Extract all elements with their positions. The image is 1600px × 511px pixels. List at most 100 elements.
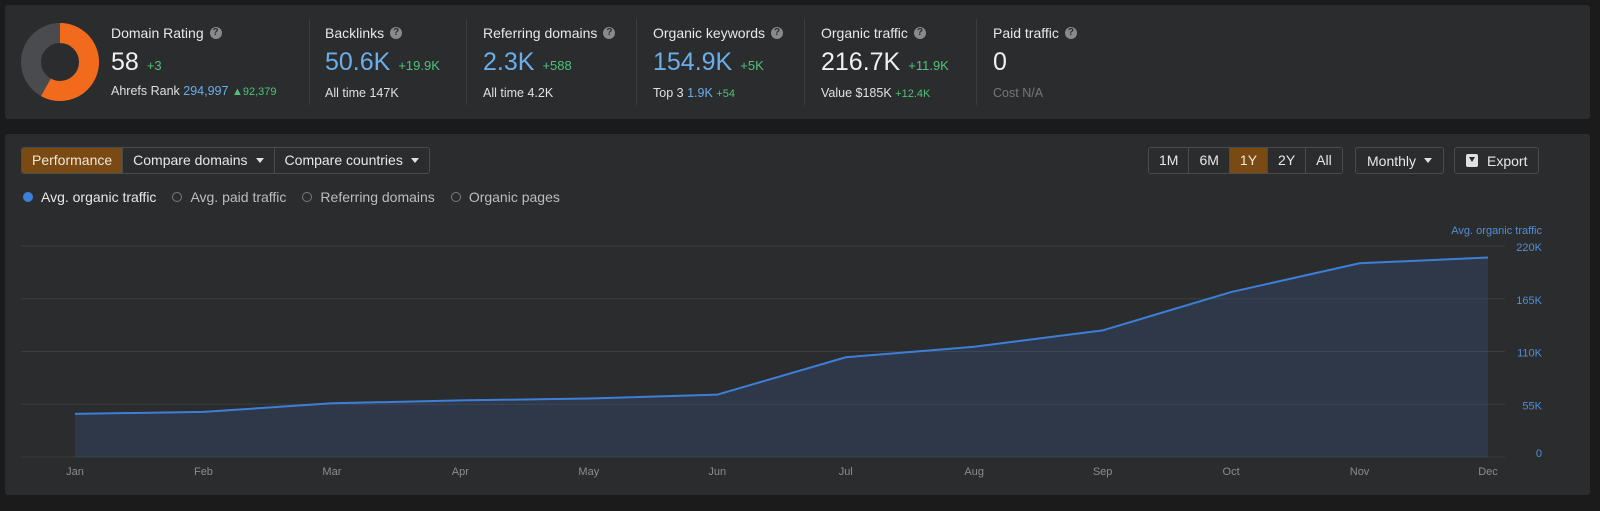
help-icon[interactable]: ? <box>603 27 616 39</box>
data-point <box>1358 261 1362 265</box>
legend-organic-pages[interactable]: Organic pages <box>450 189 560 205</box>
metric-value: 216.7K <box>821 48 901 76</box>
view-tabs: Performance Compare domains Compare coun… <box>21 147 430 174</box>
metric-label: Backlinks <box>325 25 385 41</box>
metric-value: 58 <box>111 48 139 76</box>
metric-domain-rating: Domain Rating? 58 +3 Ahrefs Rank 294,997 … <box>111 25 276 98</box>
series-line <box>74 256 1489 415</box>
help-icon[interactable]: ? <box>209 27 222 39</box>
y-tick-label: 55K <box>1522 400 1542 412</box>
legend-dot-icon <box>302 192 313 202</box>
legend-label: Organic pages <box>468 189 560 205</box>
data-point <box>972 345 976 349</box>
legend-avg-paid-traffic[interactable]: Avg. paid traffic <box>172 189 286 205</box>
tab-label: Compare countries <box>284 152 403 168</box>
caret-down-icon <box>255 158 264 163</box>
metric-value: 0 <box>993 48 1007 76</box>
divider <box>636 19 637 105</box>
metric-organic-traffic: Organic traffic? 216.7K +11.9K Value $185… <box>821 25 949 100</box>
sub-label: Top 3 <box>653 86 684 100</box>
sub-delta: +12.4K <box>895 88 931 100</box>
legend-label: Avg. organic traffic <box>41 189 157 205</box>
data-point <box>1486 256 1490 260</box>
y-axis-series-label: Avg. organic traffic <box>1451 225 1542 237</box>
x-tick-label: May <box>578 466 599 478</box>
interval-dropdown[interactable]: Monthly <box>1355 147 1445 174</box>
legend-dot-icon <box>450 192 461 202</box>
divider <box>976 19 977 105</box>
x-tick-label: Feb <box>194 466 213 478</box>
tab-performance[interactable]: Performance <box>22 148 124 173</box>
interval-label: Monthly <box>1367 152 1417 169</box>
help-icon[interactable]: ? <box>390 27 403 39</box>
data-point <box>715 393 719 397</box>
metric-backlinks: Backlinks? 50.6K +19.9K All time 147K <box>325 25 440 100</box>
metric-label: Referring domains <box>483 25 598 41</box>
x-tick-label: Mar <box>322 466 341 478</box>
metric-label: Paid traffic <box>993 25 1059 41</box>
metric-delta: +11.9K <box>908 58 949 73</box>
legend-avg-organic-traffic[interactable]: Avg. organic traffic <box>23 189 156 205</box>
sub-label: Value <box>821 86 853 100</box>
series-area <box>75 257 1488 457</box>
x-tick-label: Apr <box>452 466 469 478</box>
range-6m[interactable]: 6M <box>1189 148 1230 173</box>
help-icon[interactable]: ? <box>771 27 784 39</box>
data-point <box>844 355 848 359</box>
ahrefs-rank-link[interactable]: 294,997 <box>183 84 229 98</box>
organic-traffic-chart: 0 55K 110K 165K 220K Jan Feb Mar Apr May Jun Jul Aug… <box>21 242 1543 478</box>
metric-paid-traffic: Paid traffic? 0 Cost N/A <box>993 25 1077 100</box>
metric-delta: +3 <box>146 58 162 73</box>
tab-label: Performance <box>32 152 113 168</box>
data-point <box>73 412 77 416</box>
x-tick-label: Jan <box>66 466 84 478</box>
range-1y[interactable]: 1Y <box>1229 148 1269 173</box>
chart-legend: Avg. organic traffic Avg. paid traffic R… <box>23 189 560 205</box>
tab-compare-countries[interactable]: Compare countries <box>274 148 429 173</box>
data-point <box>201 410 205 414</box>
help-icon[interactable]: ? <box>1064 27 1077 39</box>
sub-label: All time <box>325 86 366 100</box>
range-2y[interactable]: 2Y <box>1268 148 1307 173</box>
tab-compare-domains[interactable]: Compare domains <box>123 148 275 173</box>
top3-link[interactable]: 1.9K <box>687 86 713 100</box>
legend-referring-domains[interactable]: Referring domains <box>302 189 435 205</box>
metric-delta: +5K <box>740 58 764 73</box>
x-tick-label: Sep <box>1093 466 1113 478</box>
sub-label: Cost <box>993 86 1019 100</box>
range-all[interactable]: All <box>1306 148 1342 173</box>
trend-up-icon: ▲ <box>231 86 243 98</box>
sub-value: 147K <box>369 86 399 100</box>
download-icon <box>1466 154 1478 167</box>
data-point <box>458 398 462 402</box>
caret-down-icon <box>1424 158 1433 163</box>
referring-domains-value-link[interactable]: 2.3K <box>483 48 535 76</box>
tab-label: Compare domains <box>133 152 248 168</box>
sub-value: N/A <box>1022 86 1044 100</box>
metric-delta: +588 <box>542 58 572 73</box>
y-tick-label: 0 <box>1536 448 1542 460</box>
organic-keywords-value-link[interactable]: 154.9K <box>653 48 733 76</box>
metric-referring-domains: Referring domains? 2.3K +588 All time 4.2… <box>483 25 616 100</box>
y-tick-label: 110K <box>1517 348 1543 360</box>
backlinks-value-link[interactable]: 50.6K <box>325 48 391 76</box>
legend-dot-icon <box>172 192 183 202</box>
divider <box>804 19 805 105</box>
performance-panel: 0 55K 110K 165K 220K Jan Feb Mar Apr May Jun Jul Aug… <box>5 134 1590 495</box>
legend-dot-icon <box>23 192 33 202</box>
data-point <box>587 396 591 400</box>
range-1m[interactable]: 1M <box>1149 148 1190 173</box>
sub-delta: +54 <box>716 88 735 100</box>
x-tick-label: Nov <box>1350 466 1370 478</box>
data-point <box>1229 290 1233 294</box>
x-tick-label: Jul <box>839 466 853 478</box>
range-selector: 1M 6M 1Y 2Y All <box>1148 147 1343 174</box>
export-button[interactable]: Export <box>1454 147 1540 174</box>
x-tick-label: Jun <box>708 466 726 478</box>
divider <box>309 19 310 105</box>
help-icon[interactable]: ? <box>913 27 926 39</box>
y-tick-label: 220K <box>1516 242 1542 254</box>
caret-down-icon <box>410 158 419 163</box>
export-label: Export <box>1487 152 1528 169</box>
x-tick-label: Aug <box>964 466 984 478</box>
